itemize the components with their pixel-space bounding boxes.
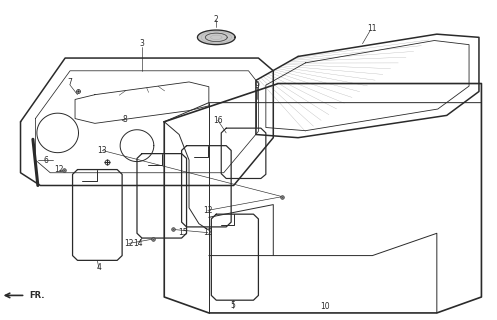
Text: 10: 10 bbox=[321, 302, 330, 311]
Text: 9: 9 bbox=[255, 81, 260, 90]
Text: 16: 16 bbox=[213, 116, 223, 125]
Text: 11: 11 bbox=[368, 24, 377, 33]
Text: 12: 12 bbox=[124, 239, 133, 248]
Text: 12: 12 bbox=[55, 165, 64, 174]
Text: 7: 7 bbox=[68, 78, 73, 87]
Text: 6: 6 bbox=[44, 156, 49, 164]
Text: 3: 3 bbox=[140, 39, 145, 48]
Text: 5: 5 bbox=[230, 301, 235, 310]
Text: 13: 13 bbox=[97, 146, 107, 155]
Text: 2: 2 bbox=[214, 15, 219, 24]
Polygon shape bbox=[197, 30, 235, 44]
Text: 12: 12 bbox=[203, 206, 213, 215]
Text: FR.: FR. bbox=[29, 291, 44, 300]
Text: 14: 14 bbox=[134, 239, 143, 248]
Text: 12: 12 bbox=[203, 228, 213, 237]
Text: 15: 15 bbox=[178, 228, 188, 237]
Text: 8: 8 bbox=[122, 115, 127, 124]
Text: 4: 4 bbox=[96, 263, 101, 272]
